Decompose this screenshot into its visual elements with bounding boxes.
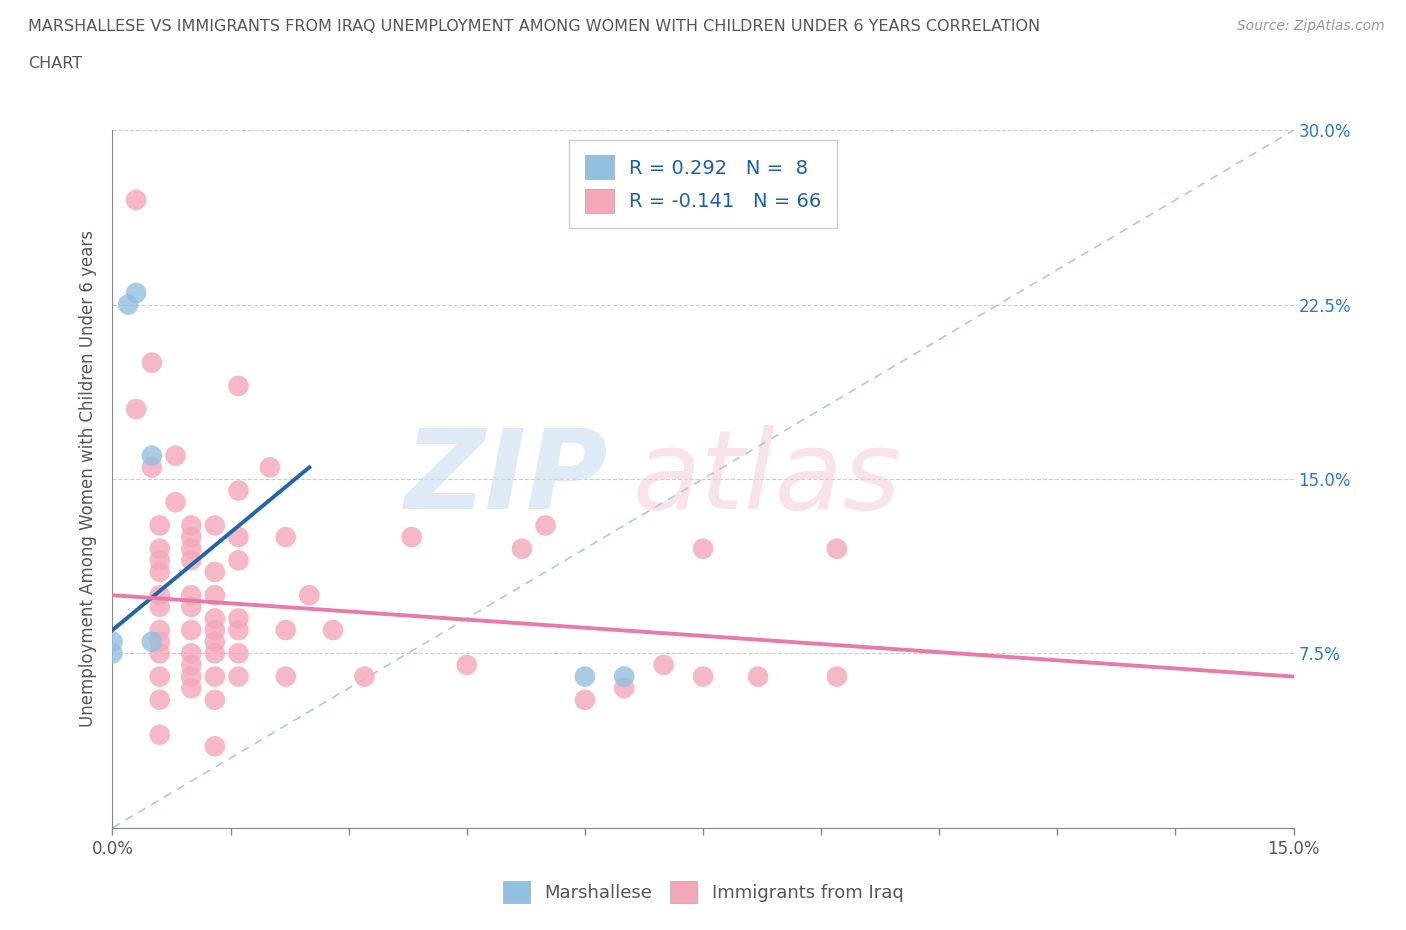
- Point: [149, 552, 172, 567]
- Point: [141, 460, 163, 475]
- Point: [204, 565, 226, 579]
- Point: [149, 518, 172, 533]
- Point: [125, 286, 148, 300]
- Point: [180, 670, 202, 684]
- Text: atlas: atlas: [633, 425, 901, 533]
- Text: CHART: CHART: [28, 56, 82, 71]
- Point: [825, 541, 848, 556]
- Point: [510, 541, 533, 556]
- Point: [180, 658, 202, 672]
- Point: [149, 623, 172, 638]
- Point: [180, 518, 202, 533]
- Point: [204, 738, 226, 753]
- Point: [180, 681, 202, 696]
- Point: [149, 646, 172, 661]
- Point: [149, 541, 172, 556]
- Text: ZIP: ZIP: [405, 425, 609, 533]
- Point: [180, 588, 202, 603]
- Point: [117, 298, 139, 312]
- Point: [534, 518, 557, 533]
- Point: [274, 670, 297, 684]
- Point: [274, 623, 297, 638]
- Y-axis label: Unemployment Among Women with Children Under 6 years: Unemployment Among Women with Children U…: [79, 231, 97, 727]
- Point: [204, 611, 226, 626]
- Point: [180, 600, 202, 615]
- Point: [165, 448, 187, 463]
- Point: [353, 670, 375, 684]
- Point: [141, 355, 163, 370]
- Point: [574, 692, 596, 708]
- Point: [149, 727, 172, 742]
- Point: [228, 379, 250, 393]
- Point: [692, 670, 714, 684]
- Point: [165, 495, 187, 510]
- Point: [204, 670, 226, 684]
- Legend: Marshallese, Immigrants from Iraq: Marshallese, Immigrants from Iraq: [494, 871, 912, 911]
- Point: [149, 692, 172, 708]
- Point: [141, 448, 163, 463]
- Point: [204, 646, 226, 661]
- Legend: R = 0.292   N =  8, R = -0.141   N = 66: R = 0.292 N = 8, R = -0.141 N = 66: [569, 140, 837, 228]
- Text: Source: ZipAtlas.com: Source: ZipAtlas.com: [1237, 19, 1385, 33]
- Point: [101, 646, 124, 661]
- Point: [228, 611, 250, 626]
- Point: [228, 484, 250, 498]
- Point: [125, 193, 148, 207]
- Point: [204, 588, 226, 603]
- Text: MARSHALLESE VS IMMIGRANTS FROM IRAQ UNEMPLOYMENT AMONG WOMEN WITH CHILDREN UNDER: MARSHALLESE VS IMMIGRANTS FROM IRAQ UNEM…: [28, 19, 1040, 33]
- Point: [228, 670, 250, 684]
- Point: [149, 588, 172, 603]
- Point: [101, 634, 124, 649]
- Point: [574, 670, 596, 684]
- Point: [228, 530, 250, 545]
- Point: [141, 634, 163, 649]
- Point: [322, 623, 344, 638]
- Point: [259, 460, 281, 475]
- Point: [747, 670, 769, 684]
- Point: [180, 541, 202, 556]
- Point: [149, 600, 172, 615]
- Point: [204, 518, 226, 533]
- Point: [613, 670, 636, 684]
- Point: [652, 658, 675, 672]
- Point: [692, 541, 714, 556]
- Point: [274, 530, 297, 545]
- Point: [456, 658, 478, 672]
- Point: [180, 646, 202, 661]
- Point: [149, 634, 172, 649]
- Point: [613, 681, 636, 696]
- Point: [204, 634, 226, 649]
- Point: [204, 623, 226, 638]
- Point: [825, 670, 848, 684]
- Point: [149, 670, 172, 684]
- Point: [228, 623, 250, 638]
- Point: [228, 646, 250, 661]
- Point: [228, 552, 250, 567]
- Point: [180, 552, 202, 567]
- Point: [204, 692, 226, 708]
- Point: [401, 530, 423, 545]
- Point: [149, 565, 172, 579]
- Point: [125, 402, 148, 417]
- Point: [180, 623, 202, 638]
- Point: [180, 530, 202, 545]
- Point: [298, 588, 321, 603]
